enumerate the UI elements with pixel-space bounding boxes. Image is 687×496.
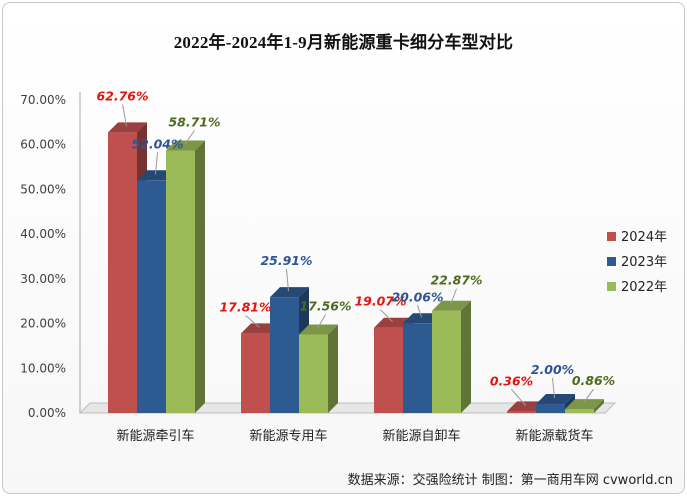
bar xyxy=(137,180,166,413)
leader-line xyxy=(317,314,326,329)
leader-line xyxy=(184,130,195,145)
data-label: 0.36% xyxy=(490,373,533,388)
bar xyxy=(241,333,270,413)
data-label: 22.87% xyxy=(430,273,482,288)
bar xyxy=(270,297,299,413)
bar-side xyxy=(195,140,205,413)
category-label: 新能源载货车 xyxy=(515,428,593,444)
data-label: 25.91% xyxy=(260,253,312,268)
legend-label: 2024年 xyxy=(621,230,667,245)
data-label: 20.06% xyxy=(391,289,443,304)
leader-line xyxy=(380,309,393,323)
bar-side xyxy=(594,399,604,413)
data-label: 17.56% xyxy=(299,298,351,313)
bar xyxy=(432,310,461,413)
bar-top xyxy=(166,140,205,151)
category-label: 新能源自卸车 xyxy=(382,428,460,444)
bar xyxy=(166,150,195,413)
data-label: 17.81% xyxy=(219,299,271,314)
leader-line xyxy=(155,152,158,175)
y-tick-label: 10.00% xyxy=(20,361,66,375)
category-label: 新能源专用车 xyxy=(249,428,327,444)
leader-line xyxy=(450,288,457,305)
leader-line xyxy=(511,389,526,406)
bar xyxy=(374,327,403,413)
bar xyxy=(108,132,137,413)
data-label: 19.07% xyxy=(354,294,406,309)
data-label: 0.86% xyxy=(572,373,615,388)
y-tick-label: 20.00% xyxy=(20,317,66,331)
bar-top xyxy=(270,287,309,298)
leader-line xyxy=(122,104,127,127)
category-label: 新能源牵引车 xyxy=(116,428,194,444)
legend-label: 2022年 xyxy=(621,280,667,295)
y-tick-label: 0.00% xyxy=(28,406,66,420)
bar-top xyxy=(432,300,471,311)
leader-line xyxy=(417,305,422,318)
bar xyxy=(565,409,594,413)
y-tick-label: 70.00% xyxy=(20,93,66,107)
y-tick-label: 60.00% xyxy=(20,138,66,152)
data-label: 52.04% xyxy=(131,136,183,151)
y-tick-label: 40.00% xyxy=(20,227,66,241)
y-tick-label: 30.00% xyxy=(20,272,66,286)
bar xyxy=(403,323,432,413)
legend-swatch xyxy=(607,282,616,291)
bar xyxy=(536,404,565,413)
data-label: 2.00% xyxy=(531,362,574,377)
leader-line xyxy=(245,314,260,328)
bar xyxy=(299,334,328,413)
legend-label: 2023年 xyxy=(621,255,667,270)
leader-line xyxy=(552,378,555,399)
bar-side xyxy=(461,300,471,413)
legend-swatch xyxy=(607,232,616,241)
bar xyxy=(507,411,536,413)
leader-line xyxy=(583,388,594,404)
chart-title: 2022年-2024年1-9月新能源重卡细分车型对比 xyxy=(173,33,514,52)
bar-top xyxy=(108,122,147,133)
bar-top xyxy=(299,324,338,335)
data-source-note: 数据来源：交强险统计 制图：第一商用车网 cvworld.cn xyxy=(347,473,673,488)
y-tick-label: 50.00% xyxy=(20,182,66,196)
bar-top xyxy=(565,399,604,410)
data-label: 62.76% xyxy=(96,88,148,103)
data-label: 58.71% xyxy=(168,114,220,129)
legend-swatch xyxy=(607,257,616,266)
bar-side xyxy=(328,324,338,413)
bar-top xyxy=(536,394,575,405)
leader-line xyxy=(286,269,289,292)
